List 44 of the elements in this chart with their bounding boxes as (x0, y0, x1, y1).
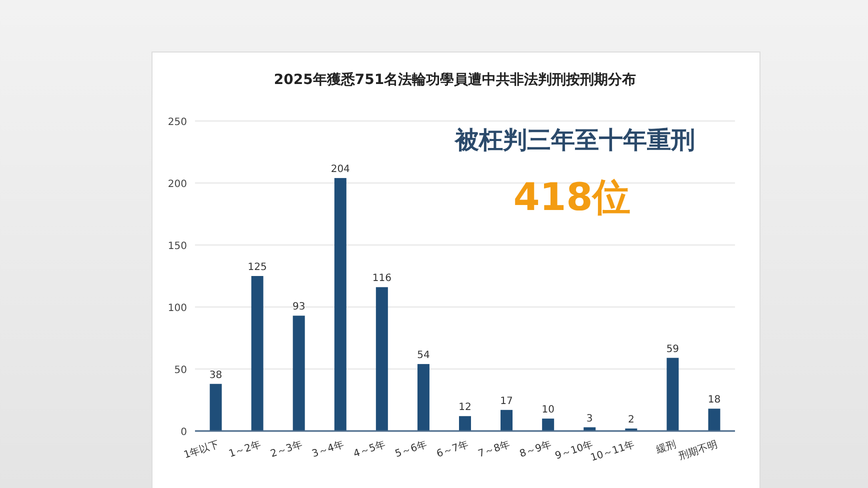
y-tick-label: 100 (168, 303, 187, 314)
bar (292, 316, 305, 431)
data-label: 93 (292, 302, 306, 313)
data-label: 17 (500, 396, 513, 407)
bar (459, 416, 471, 431)
bar (708, 408, 720, 431)
y-tick-label: 50 (174, 365, 187, 376)
x-tick-label: 5～6年 (394, 438, 428, 460)
bar (334, 178, 346, 431)
y-tick-label: 250 (168, 117, 187, 128)
bar (500, 410, 513, 431)
bar (542, 418, 554, 431)
data-label: 18 (708, 394, 721, 406)
data-label: 10 (542, 404, 554, 416)
data-label: 12 (458, 402, 472, 414)
y-tick-label: 0 (180, 427, 187, 438)
bar (376, 287, 388, 431)
y-tick-label: 150 (168, 241, 187, 252)
bar (666, 358, 679, 431)
x-tick-label: 3～4年 (310, 438, 346, 460)
x-tick-label: 2～3年 (268, 438, 304, 460)
annotation: 418位 (513, 175, 631, 219)
x-tick-label: 8～9年 (518, 438, 554, 460)
x-tick-label: 緩刑 (654, 439, 678, 456)
data-label: 3 (586, 413, 593, 424)
y-tick-label: 200 (168, 179, 187, 190)
x-tick-label: 6～7年 (435, 438, 470, 460)
data-label: 59 (666, 344, 680, 355)
x-tick-label: 4～5年 (352, 438, 387, 460)
x-tick-label: 刑期不明 (677, 438, 720, 462)
data-label: 2 (628, 414, 634, 426)
data-label: 38 (209, 370, 222, 381)
chart-title: 2025年獲悉751名法輪功學員遭中共非法判刑按刑期分布 (274, 71, 636, 88)
data-label: 54 (417, 350, 430, 362)
bar (251, 276, 264, 431)
data-label: 116 (372, 273, 392, 284)
x-tick-label: 1年以下 (182, 438, 221, 462)
x-tick-label: 1～2年 (227, 438, 262, 460)
x-tick-label: 7～8年 (476, 438, 512, 460)
data-label: 204 (330, 164, 350, 176)
annotation: 被枉判三年至十年重刑 (454, 126, 695, 154)
bar (417, 364, 430, 431)
bar (210, 384, 222, 431)
data-label: 125 (248, 262, 267, 273)
